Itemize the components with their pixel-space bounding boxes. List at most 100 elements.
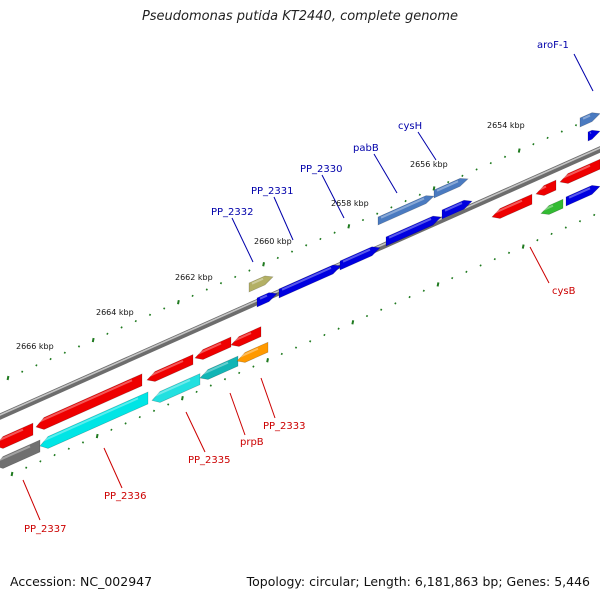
tick-label-2666: 2666 kbp [16,342,54,351]
gene-label-prpb[interactable]: prpB [240,437,264,448]
tick-mark [550,232,553,236]
tick-mark [110,428,113,431]
gene-pp-2335-upper[interactable] [146,354,194,382]
leader-prpb [229,392,246,436]
tick-mark [351,320,355,325]
gene-prpb-shine [202,361,229,375]
gene-label-pp-2333[interactable]: PP_2333 [263,421,306,432]
tick-mark [394,302,397,305]
gene-label-pp-2331[interactable]: PP_2331 [251,186,294,197]
gene-pp-2332[interactable] [256,292,278,308]
gene-pp-2337-shine [0,445,31,461]
gene-pp-2337[interactable] [0,439,41,469]
tick-mark [152,409,156,412]
tick-mark [305,244,308,247]
gene-prpb[interactable] [199,355,239,380]
inner-tick-track [10,213,596,477]
gene-green-shine [543,204,554,211]
gene-pp-2335-upper-shine [149,360,184,377]
gene-pp-2336-upper-shine [38,379,133,423]
tick-mark [564,226,567,229]
tick-mark [234,275,237,279]
tick-mark [507,251,511,254]
gene-label-pp-2337[interactable]: PP_2337 [24,524,67,535]
leader-pp-2330 [321,174,345,219]
gene-label-arof-1[interactable]: aroF-1 [537,40,569,51]
gene-pp-2333-shine [239,347,259,358]
tick-mark [465,270,468,273]
gene-pp-2336-upper[interactable] [35,373,143,430]
tick-label-2654: 2654 kbp [487,121,525,130]
gene-pabb[interactable] [385,215,442,247]
tick-mark [521,244,525,249]
tick-mark [432,186,436,191]
gene-arof-1-shine [582,114,591,120]
gene-pp-2333-upper[interactable] [230,326,262,347]
gene-prpb-upper[interactable] [194,336,232,360]
gene-arof-1-lower-shine [568,187,591,199]
gene-label-pp-2330[interactable]: PP_2330 [300,164,343,175]
tick-mark [422,289,425,292]
gene-cysb[interactable] [491,193,533,219]
tick-mark [49,357,52,361]
gene-pp-2333-upper-shine [233,332,252,342]
gene-cysh[interactable] [441,199,473,220]
tick-mark [167,403,170,406]
tick-mark [35,364,38,367]
gene-arof-1-b[interactable] [587,129,600,142]
gene-pp-2337-upper[interactable] [0,422,34,449]
gene-pp-2330[interactable] [339,246,381,271]
map-title: Pseudomonas putida KT2440, complete geno… [141,9,459,24]
gene-label-pabb[interactable]: pabB [353,143,379,154]
gene-features [0,112,600,469]
tick-label-2662: 2662 kbp [175,273,213,282]
gene-label-pp-2335[interactable]: PP_2335 [188,455,231,466]
topology-text: Topology: circular; Length: 6,181,863 bp… [246,574,590,589]
tick-mark [238,371,241,375]
tick-mark [489,161,492,165]
gene-pp-2336[interactable] [39,391,149,449]
gene-label-pp-2332[interactable]: PP_2332 [211,207,254,218]
tick-mark [248,269,251,272]
gene-arof-1[interactable] [579,112,600,128]
tick-mark [191,294,194,298]
gene-arof-1-lower[interactable] [565,185,600,207]
gene-cysb-c[interactable] [559,158,600,184]
gene-label-cysh[interactable]: cysH [398,121,422,132]
tick-mark [503,155,507,158]
tick-mark [323,333,326,337]
tick-mark [124,422,127,425]
leader-pp-2336 [103,447,123,489]
tick-mark [532,143,535,146]
tick-mark [593,213,596,217]
gene-pp-2332-upper[interactable] [248,275,274,293]
gene-label-cysb[interactable]: cysB [552,286,576,297]
gene-prpb-upper-shine [197,342,222,355]
tick-mark [461,174,464,177]
gene-pabb-shine [388,218,432,239]
gene-pabb-upper[interactable] [377,195,435,226]
tick-mark [451,276,454,280]
leader-pp-2332 [231,217,254,263]
leader-pp-2331 [273,196,294,241]
gene-green[interactable] [540,198,564,215]
gene-label-pp-2336[interactable]: PP_2336 [104,491,147,502]
gene-cysb-b[interactable] [535,179,557,196]
leader-cysh [417,131,437,161]
gene-cysh-upper[interactable] [433,178,469,199]
tick-mark [95,433,99,439]
gene-pp-2335[interactable] [151,373,201,403]
tick-mark [536,239,539,242]
leader-arof-1 [573,53,594,92]
gene-cysh-shine [444,202,463,212]
tick-mark [219,282,223,285]
tick-mark [195,390,198,394]
tick-mark [546,136,549,140]
tick-mark [574,124,578,127]
tick-mark [319,237,322,241]
leader-pp-2335 [185,411,206,453]
gene-pp-2331[interactable] [278,264,342,299]
gene-pp-2333[interactable] [236,341,269,363]
tick-mark [493,257,496,261]
